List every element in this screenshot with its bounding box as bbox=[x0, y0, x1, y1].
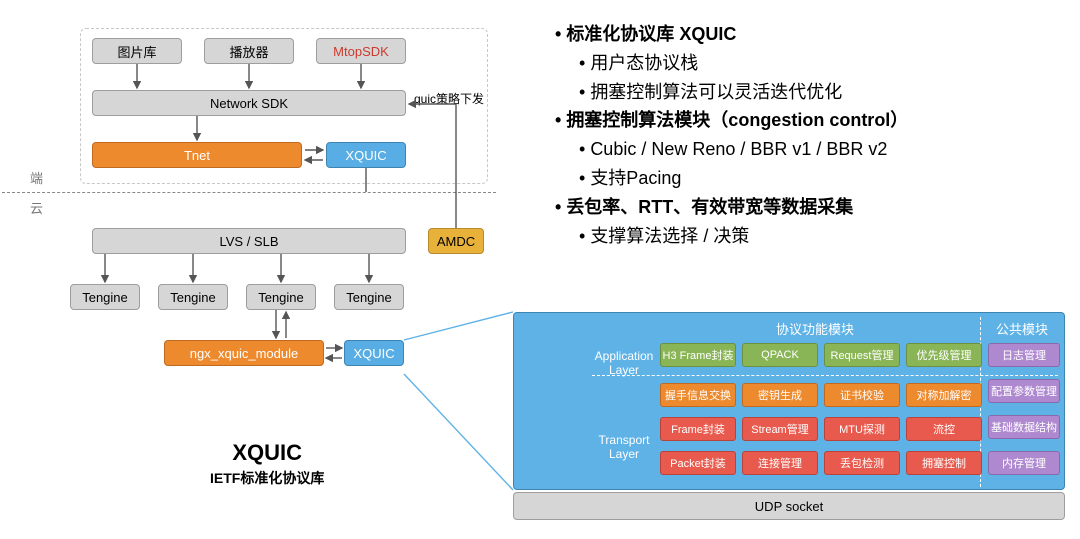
cell-H3 Frame封装: H3 Frame封装 bbox=[660, 343, 736, 367]
cell-Stream管理: Stream管理 bbox=[742, 417, 818, 441]
cell-Request管理: Request管理 bbox=[824, 343, 900, 367]
box-tengine-1: Tengine bbox=[70, 284, 140, 310]
cell-MTU探测: MTU探测 bbox=[824, 417, 900, 441]
bullet-ul: 标准化协议库 XQUIC用户态协议栈拥塞控制算法可以灵活迭代优化拥塞控制算法模块… bbox=[555, 20, 1055, 250]
box-tnet: Tnet bbox=[92, 142, 302, 168]
cell-密钥生成: 密钥生成 bbox=[742, 383, 818, 407]
box-lvs: LVS / SLB bbox=[92, 228, 406, 254]
box-xquic-cloud: XQUIC bbox=[344, 340, 404, 366]
title-sub: IETF标准化协议库 bbox=[210, 468, 324, 488]
cell-QPACK: QPACK bbox=[742, 343, 818, 367]
bullet-item: 支撑算法选择 / 决策 bbox=[555, 222, 1055, 251]
bullet-item: 标准化协议库 XQUIC bbox=[555, 20, 1055, 49]
cell-配置参数管理: 配置参数管理 bbox=[988, 379, 1060, 403]
label-cloud: 云 bbox=[30, 198, 43, 217]
box-imglib: 图片库 bbox=[92, 38, 182, 64]
cell-优先级管理: 优先级管理 bbox=[906, 343, 982, 367]
detail-panel-wrap: 协议功能模块 公共模块 ApplicationLayer TransportLa… bbox=[513, 312, 1065, 490]
box-tengine-2: Tengine bbox=[158, 284, 228, 310]
box-player: 播放器 bbox=[204, 38, 294, 64]
cell-日志管理: 日志管理 bbox=[988, 343, 1060, 367]
box-tengine-4: Tengine bbox=[334, 284, 404, 310]
title-block: XQUIC IETF标准化协议库 bbox=[210, 440, 324, 488]
cell-Packet封装: Packet封装 bbox=[660, 451, 736, 475]
bullet-list: 标准化协议库 XQUIC用户态协议栈拥塞控制算法可以灵活迭代优化拥塞控制算法模块… bbox=[555, 20, 1055, 250]
hline bbox=[592, 375, 1058, 376]
bullet-item: 支持Pacing bbox=[555, 164, 1055, 193]
bullet-item: 拥塞控制算法可以灵活迭代优化 bbox=[555, 78, 1055, 107]
box-network-sdk: Network SDK bbox=[92, 90, 406, 116]
box-tengine-3: Tengine bbox=[246, 284, 316, 310]
cell-内存管理: 内存管理 bbox=[988, 451, 1060, 475]
cell-对称加解密: 对称加解密 bbox=[906, 383, 982, 407]
hdr-proto: 协议功能模块 bbox=[776, 319, 854, 338]
bullet-item: 用户态协议栈 bbox=[555, 49, 1055, 78]
divider bbox=[2, 192, 496, 193]
page: 标准化协议库 XQUIC用户态协议栈拥塞控制算法可以灵活迭代优化拥塞控制算法模块… bbox=[0, 0, 1080, 539]
box-amdc: AMDC bbox=[428, 228, 484, 254]
bullet-item: 丢包率、RTT、有效带宽等数据采集 bbox=[555, 193, 1055, 222]
hdr-pub: 公共模块 bbox=[996, 319, 1048, 338]
cell-流控: 流控 bbox=[906, 417, 982, 441]
label-client: 端 bbox=[30, 168, 43, 187]
box-xquic-client: XQUIC bbox=[326, 142, 406, 168]
hdr-app-layer: ApplicationLayer bbox=[594, 349, 654, 378]
cell-连接管理: 连接管理 bbox=[742, 451, 818, 475]
box-mtop: MtopSDK bbox=[316, 38, 406, 64]
title-big: XQUIC bbox=[210, 440, 324, 466]
cell-丢包检测: 丢包检测 bbox=[824, 451, 900, 475]
detail-panel: 协议功能模块 公共模块 ApplicationLayer TransportLa… bbox=[513, 312, 1065, 490]
box-ngx: ngx_xquic_module bbox=[164, 340, 324, 366]
cell-握手信息交换: 握手信息交换 bbox=[660, 383, 736, 407]
label-policy: quic策略下发 bbox=[414, 90, 484, 107]
cell-Frame封装: Frame封装 bbox=[660, 417, 736, 441]
cell-证书校验: 证书校验 bbox=[824, 383, 900, 407]
bullet-item: Cubic / New Reno / BBR v1 / BBR v2 bbox=[555, 135, 1055, 164]
cell-基础数据结构: 基础数据结构 bbox=[988, 415, 1060, 439]
cell-拥塞控制: 拥塞控制 bbox=[906, 451, 982, 475]
bullet-item: 拥塞控制算法模块（congestion control） bbox=[555, 106, 1055, 135]
udp-socket: UDP socket bbox=[513, 492, 1065, 520]
hdr-transport-layer: TransportLayer bbox=[594, 433, 654, 462]
